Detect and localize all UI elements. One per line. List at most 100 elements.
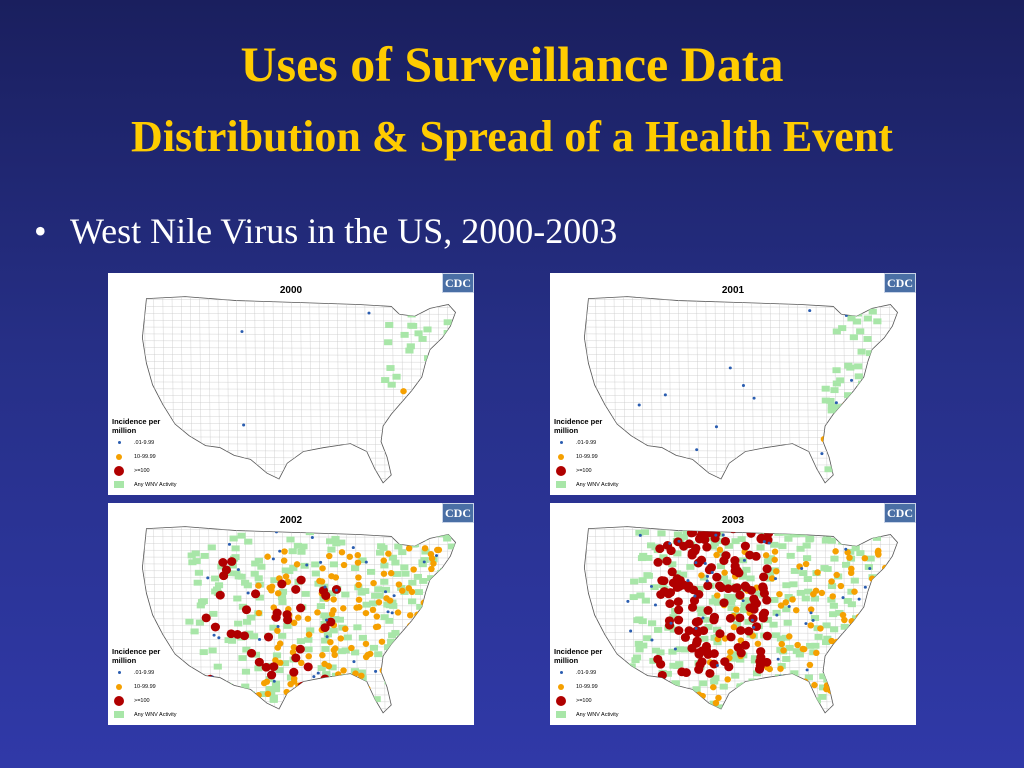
wnv-activity-cell	[293, 542, 302, 549]
wnv-activity-cell	[826, 397, 835, 404]
wnv-activity-cell	[772, 609, 781, 616]
wnv-activity-cell	[887, 645, 896, 652]
wnv-activity-cell	[800, 702, 809, 709]
incidence-high-marker	[680, 633, 690, 642]
wnv-activity-cell	[881, 373, 890, 380]
incidence-low-marker	[629, 629, 633, 633]
wnv-activity-cell	[384, 339, 393, 346]
wnv-activity-cell	[833, 404, 842, 411]
incidence-low-marker	[834, 401, 838, 405]
wnv-activity-cell	[807, 704, 817, 711]
wnv-activity-cell	[844, 463, 854, 470]
wnv-activity-cell	[811, 642, 820, 649]
incidence-low-marker	[728, 366, 732, 370]
wnv-activity-cell	[201, 699, 210, 706]
incidence-mid-marker	[847, 569, 855, 576]
wnv-activity-cell	[341, 647, 350, 654]
incidence-high-marker	[740, 581, 750, 591]
wnv-activity-cell	[814, 634, 823, 640]
wnv-activity-cell	[418, 559, 427, 566]
wnv-activity-cell	[723, 593, 732, 600]
incidence-high-marker	[702, 542, 712, 552]
incidence-low-marker	[773, 577, 778, 581]
incidence-low-marker	[693, 594, 697, 598]
wnv-activity-cell	[763, 616, 772, 623]
incidence-mid-marker	[290, 644, 298, 651]
wnv-activity-cell	[443, 319, 452, 326]
incidence-mid-marker	[812, 587, 820, 594]
incidence-high-marker	[291, 585, 301, 594]
incidence-mid-marker	[782, 599, 790, 606]
wnv-activity-cell	[877, 402, 886, 408]
wnv-activity-cell	[635, 529, 644, 536]
wnv-activity-cell	[852, 318, 862, 325]
wnv-activity-cell	[416, 647, 425, 654]
wnv-activity-cell	[360, 686, 369, 693]
incidence-high-marker	[745, 550, 755, 560]
incidence-mid-marker	[264, 553, 271, 560]
incidence-low-marker	[741, 384, 745, 387]
wnv-activity-cell	[881, 354, 890, 360]
wnv-activity-cell	[283, 622, 292, 629]
wnv-activity-cell	[776, 635, 786, 642]
wnv-activity-cell	[441, 644, 450, 651]
wnv-activity-cell	[390, 674, 400, 681]
incidence-mid-marker	[367, 701, 375, 709]
wnv-activity-cell	[628, 700, 638, 707]
incidence-mid-marker	[272, 657, 279, 664]
incidence-mid-marker	[378, 638, 386, 645]
wnv-activity-cell	[657, 530, 666, 537]
wnv-activity-cell	[832, 328, 841, 335]
wnv-activity-cell	[827, 403, 836, 410]
incidence-mid-marker	[861, 555, 869, 562]
incidence-high-marker	[673, 615, 684, 625]
incidence-mid-marker	[386, 597, 394, 604]
incidence-high-marker	[664, 616, 675, 626]
wnv-activity-cell	[781, 634, 790, 641]
wnv-activity-cell	[374, 586, 383, 593]
incidence-low-marker	[741, 599, 745, 603]
wnv-activity-cell	[321, 646, 330, 652]
wnv-activity-cell	[865, 664, 874, 671]
wnv-activity-cell	[857, 348, 866, 355]
wnv-activity-cell	[840, 623, 849, 630]
incidence-low-marker	[705, 574, 709, 578]
wnv-activity-cell	[838, 538, 847, 545]
incidence-low-marker	[876, 667, 880, 671]
incidence-mid-marker	[801, 678, 809, 685]
incidence-high-marker	[694, 648, 704, 658]
wnv-activity-cell	[716, 550, 725, 557]
wnv-activity-cell	[420, 611, 429, 618]
wnv-activity-cell	[306, 627, 315, 634]
incidence-high-marker	[653, 557, 663, 567]
incidence-high-marker	[725, 613, 736, 623]
incidence-mid-marker	[435, 601, 442, 608]
incidence-low-marker	[426, 604, 430, 608]
incidence-mid-marker	[828, 578, 835, 585]
incidence-mid-marker	[276, 659, 284, 666]
wnv-activity-cell	[888, 572, 897, 579]
incidence-mid-marker	[331, 645, 339, 652]
wnv-activity-cell	[774, 529, 783, 536]
incidence-high-marker	[266, 670, 277, 680]
slide-subtitle: Distribution & Spread of a Health Event	[131, 112, 893, 161]
incidence-mid-marker	[413, 681, 421, 688]
incidence-low-marker	[436, 684, 440, 688]
wnv-activity-cell	[654, 627, 663, 633]
wnv-activity-cell	[713, 626, 722, 633]
wnv-activity-cell	[422, 661, 431, 668]
wnv-activity-cell	[785, 644, 794, 651]
wnv-activity-cell	[696, 606, 705, 613]
wnv-activity-cell	[348, 697, 357, 704]
incidence-low-marker	[356, 699, 360, 703]
incidence-high-marker	[735, 613, 745, 623]
legend-item: Any WNV Activity	[554, 478, 618, 491]
incidence-mid-marker	[778, 640, 786, 648]
incidence-mid-marker	[374, 623, 382, 630]
wnv-activity-cell	[358, 634, 367, 641]
incidence-low-marker	[677, 527, 681, 531]
incidence-high-marker	[730, 561, 740, 571]
wnv-activity-cell	[376, 549, 385, 556]
wnv-activity-cell	[853, 654, 862, 661]
incidence-mid-marker	[756, 693, 763, 700]
